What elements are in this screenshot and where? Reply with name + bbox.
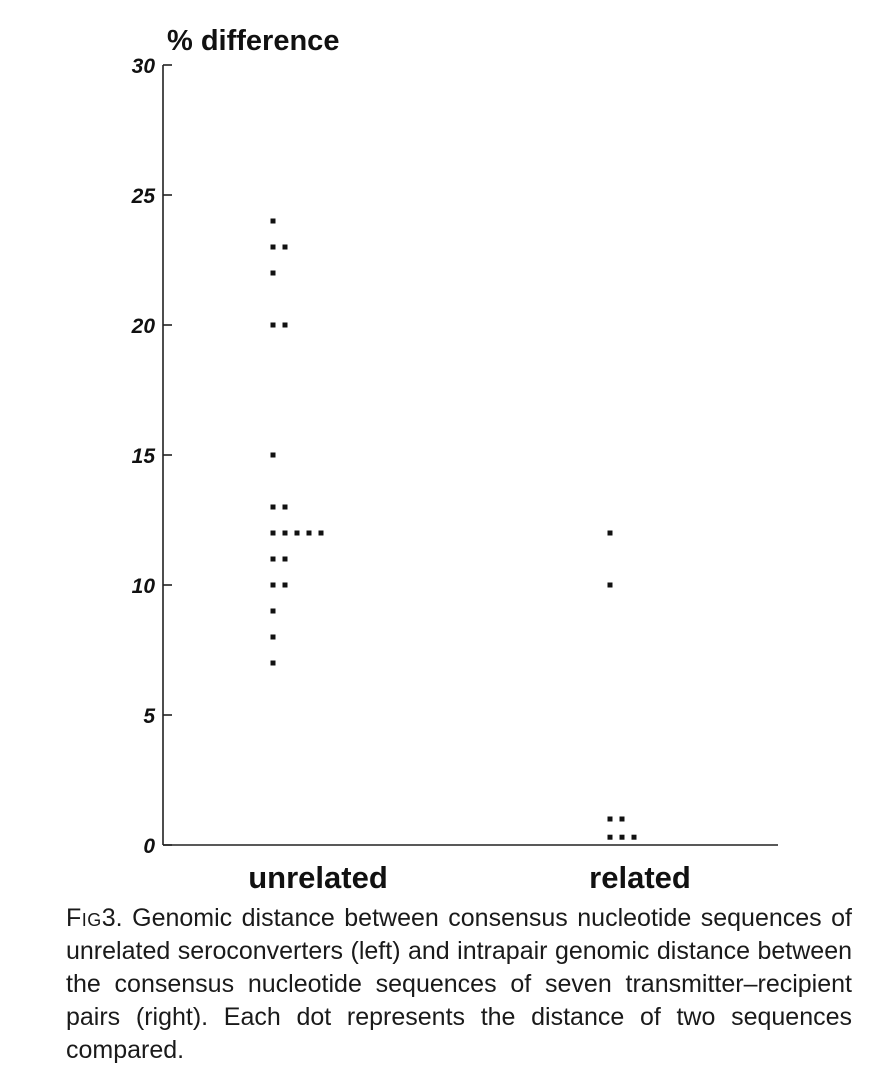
- data-point: [270, 556, 276, 562]
- y-tick-label: 25: [131, 185, 156, 208]
- data-point: [282, 322, 288, 328]
- caption-label: Fig: [66, 904, 102, 932]
- data-point: [270, 530, 276, 536]
- data-point: [270, 244, 276, 250]
- y-tick-label: 15: [132, 445, 156, 468]
- data-point: [270, 504, 276, 510]
- axes: [162, 65, 778, 846]
- data-point: [306, 530, 312, 536]
- y-tick-label: 0: [143, 835, 155, 858]
- caption-text: Genomic distance between consensus nucle…: [66, 904, 852, 1064]
- y-ticks: 0 5 10 15 20 25 30: [131, 55, 172, 858]
- data-point: [282, 582, 288, 588]
- data-point: [270, 582, 276, 588]
- data-point: [619, 834, 625, 840]
- data-point: [270, 322, 276, 328]
- y-tick-label: 10: [132, 575, 156, 598]
- data-point: [270, 634, 276, 640]
- data-point: [318, 530, 324, 536]
- data-point: [294, 530, 300, 536]
- data-point: [270, 452, 276, 458]
- data-points: [270, 218, 637, 840]
- data-point: [270, 660, 276, 666]
- data-point: [270, 608, 276, 614]
- dot-plot: 0 5 10 15 20 25 30 % difference unrelated relate…: [131, 25, 778, 895]
- y-axis-title: % difference: [167, 25, 339, 57]
- figure-caption: Fig3. Genomic distance between consensus…: [66, 902, 852, 1067]
- data-point: [631, 834, 637, 840]
- y-tick-label: 20: [131, 315, 156, 338]
- data-point: [282, 504, 288, 510]
- data-point: [607, 582, 613, 588]
- category-label: unrelated: [248, 860, 388, 895]
- data-point: [282, 244, 288, 250]
- data-point: [607, 530, 613, 536]
- data-point: [282, 530, 288, 536]
- caption-number: 3.: [101, 904, 123, 932]
- data-point: [619, 816, 625, 822]
- data-point: [270, 218, 276, 224]
- data-point: [270, 270, 276, 276]
- y-tick-label: 30: [132, 55, 156, 78]
- data-point: [607, 816, 613, 822]
- data-point: [282, 556, 288, 562]
- y-tick-label: 5: [143, 705, 155, 728]
- data-point: [607, 834, 613, 840]
- category-label: related: [589, 860, 691, 895]
- axis-labels: % difference unrelated related: [167, 25, 691, 895]
